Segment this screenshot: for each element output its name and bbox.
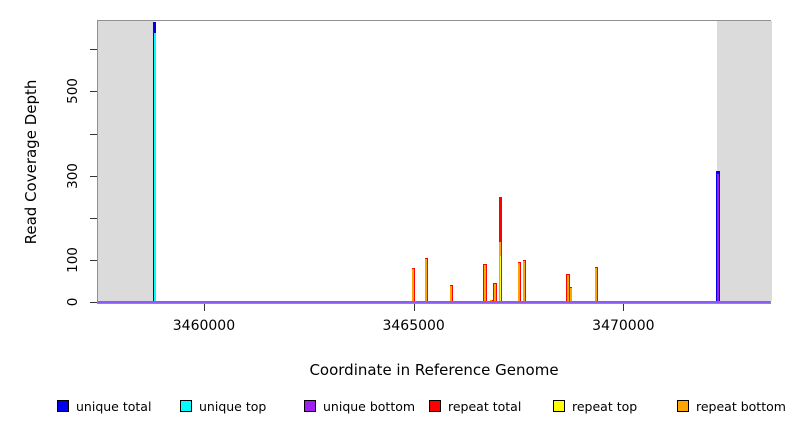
legend-swatch-icon	[677, 400, 689, 412]
legend-label: repeat top	[572, 398, 638, 414]
legend-label: unique total	[76, 398, 152, 414]
y-axis-tick-label: 100	[65, 246, 81, 273]
coverage-spike-unique-top	[153, 33, 156, 303]
coverage-spike-repeat-top	[499, 255, 502, 303]
coverage-spike-repeat-bottom	[569, 287, 572, 303]
shaded-region	[717, 21, 772, 301]
coverage-spike-repeat-bottom	[523, 261, 526, 303]
x-axis-tick-label: 3465000	[382, 318, 445, 334]
coverage-spike-unique-bottom	[717, 174, 720, 303]
legend-item-repeat-bottom: repeat bottom	[677, 396, 786, 416]
x-axis-title: Coordinate in Reference Genome	[309, 361, 559, 379]
x-axis-tick-label: 3460000	[172, 318, 236, 334]
coverage-spike-repeat-bottom	[595, 268, 598, 303]
legend-label: unique bottom	[323, 398, 416, 414]
legend-item-unique-top: unique top	[180, 396, 266, 416]
coverage-spike-repeat-bottom	[412, 268, 415, 303]
coverage-spike-repeat-bottom	[483, 264, 486, 303]
legend-label: repeat total	[448, 398, 522, 414]
y-axis-tick	[90, 49, 97, 51]
legend-item-unique-total: unique total	[57, 396, 151, 416]
coverage-spike-repeat-bottom	[518, 262, 521, 303]
y-axis-tick	[90, 259, 97, 261]
zero-coverage-baseline	[98, 301, 770, 303]
y-axis-tick-label: 500	[65, 78, 81, 105]
coverage-spike-repeat-bottom	[493, 283, 496, 303]
y-axis-tick	[90, 302, 97, 303]
coverage-spike-repeat-bottom	[425, 259, 428, 303]
shaded-region	[98, 21, 154, 301]
legend-label: repeat bottom	[696, 398, 786, 414]
plot-area	[97, 20, 772, 304]
y-axis-tick	[90, 91, 97, 93]
x-axis-tick	[203, 304, 205, 311]
legend-swatch-icon	[57, 400, 69, 412]
y-axis-tick-label: 300	[65, 162, 81, 189]
y-axis-tick	[90, 217, 97, 219]
legend-item-unique-bottom: unique bottom	[304, 396, 415, 416]
x-axis-tick-label: 3470000	[592, 318, 655, 334]
x-axis-tick	[623, 304, 625, 311]
y-axis-tick	[90, 175, 97, 177]
coverage-spike-repeat-bottom	[567, 274, 570, 303]
coverage-spike-repeat-bottom	[450, 285, 453, 303]
legend-item-repeat-top: repeat top	[553, 396, 637, 416]
legend-label: unique top	[199, 398, 267, 414]
y-axis-title: Read Coverage Depth	[22, 79, 40, 245]
legend-swatch-icon	[429, 400, 441, 412]
legend-swatch-icon	[180, 400, 192, 412]
legend-swatch-icon	[304, 400, 316, 412]
legend-swatch-icon	[553, 400, 565, 412]
legend-item-repeat-total: repeat total	[429, 396, 521, 416]
legend: unique total unique top unique bottom repea…	[0, 396, 792, 420]
x-axis-tick	[413, 304, 415, 311]
y-axis-tick-label: 0	[65, 297, 81, 307]
y-axis-tick	[90, 133, 97, 135]
